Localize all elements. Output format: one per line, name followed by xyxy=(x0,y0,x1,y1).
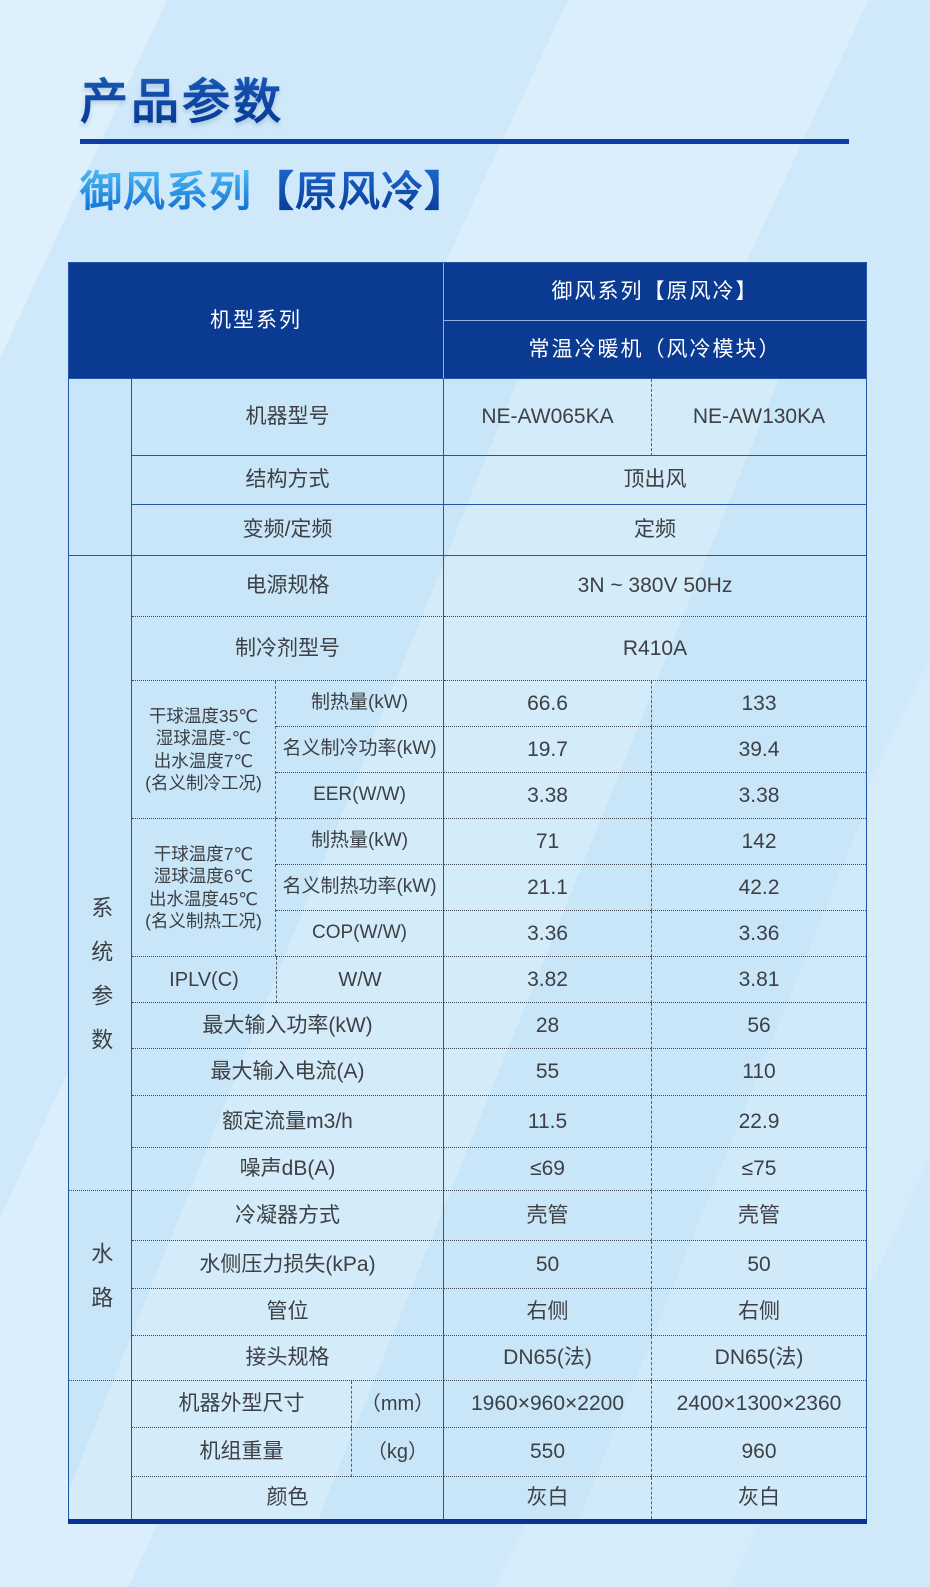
condition-line: (名义制热工况) xyxy=(145,910,262,931)
heating-row-label: 制热量(kW) xyxy=(276,819,444,865)
iplv-value-cell: 3.81 xyxy=(651,957,866,1003)
color-value-cell: 灰白 xyxy=(651,1477,866,1519)
cooling-condition-cell: 干球温度35℃ 湿球温度-℃ 出水温度7℃ (名义制冷工况) xyxy=(132,681,276,819)
spec-value-cell: 28 xyxy=(444,1003,651,1049)
spec-value-cell: 110 xyxy=(651,1049,866,1096)
spec-label-cell: 最大输入功率(kW) xyxy=(132,1003,444,1049)
spec-value-cell: 11.5 xyxy=(444,1096,651,1148)
spec-label-cell: 噪声dB(A) xyxy=(132,1148,444,1191)
power-value-cell: 3N ~ 380V 50Hz xyxy=(444,556,866,617)
cooling-row-label: 名义制冷功率(kW) xyxy=(276,727,444,773)
heating-row-value: 21.1 xyxy=(444,865,651,911)
title-underline xyxy=(80,139,849,144)
water-value-cell: 壳管 xyxy=(444,1191,651,1241)
spec-value-cell: ≤75 xyxy=(651,1148,866,1191)
header-machine-type-cell: 常温冷暖机（风冷模块） xyxy=(444,321,866,379)
spec-value-cell: 56 xyxy=(651,1003,866,1049)
spec-value-cell: 55 xyxy=(444,1049,651,1096)
water-value-cell: 右侧 xyxy=(651,1289,866,1336)
series-variant-text: 【原风冷】 xyxy=(252,168,468,215)
spec-value-cell: ≤69 xyxy=(444,1148,651,1191)
water-value-cell: DN65(法) xyxy=(651,1336,866,1381)
cooling-row-label: EER(W/W) xyxy=(276,773,444,819)
heating-row-label: 名义制热功率(kW) xyxy=(276,865,444,911)
water-value-cell: 右侧 xyxy=(444,1289,651,1336)
frequency-label-cell: 变频/定频 xyxy=(132,505,444,556)
frequency-value-cell: 定频 xyxy=(444,505,866,556)
dimension-value-cell: 2400×1300×2360 xyxy=(651,1381,866,1428)
iplv-unit-cell: W/W xyxy=(276,957,444,1003)
section-label-system: 系统参数 xyxy=(69,556,132,1191)
condition-line: 出水温度45℃ xyxy=(148,888,259,909)
water-value-cell: 50 xyxy=(651,1241,866,1289)
cooling-row-value: 66.6 xyxy=(444,681,651,727)
series-name-text: 御风系列 xyxy=(80,168,253,215)
heating-row-value: 71 xyxy=(444,819,651,865)
water-label-cell: 管位 xyxy=(132,1289,444,1336)
dimension-label-cell: 机器外型尺寸 xyxy=(132,1381,351,1428)
power-label-cell: 电源规格 xyxy=(132,556,444,617)
heating-row-value: 42.2 xyxy=(651,865,866,911)
heating-row-value: 3.36 xyxy=(444,911,651,957)
header-model-series-cell: 机型系列 xyxy=(69,263,444,379)
section-spacer-top xyxy=(69,379,132,556)
cooling-row-label: 制热量(kW) xyxy=(276,681,444,727)
condition-line: (名义制冷工况) xyxy=(145,772,262,793)
cooling-row-value: 39.4 xyxy=(651,727,866,773)
structure-label-cell: 结构方式 xyxy=(132,456,444,505)
spec-label-cell: 最大输入电流(A) xyxy=(132,1049,444,1096)
header-series-name-cell: 御风系列【原风冷】 xyxy=(444,263,866,321)
water-label-cell: 水侧压力损失(kPa) xyxy=(132,1241,444,1289)
spec-label-cell: 额定流量m3/h xyxy=(132,1096,444,1148)
table-bottom-bar xyxy=(68,1519,867,1524)
condition-line: 干球温度35℃ xyxy=(148,705,259,726)
heating-condition-cell: 干球温度7℃ 湿球温度6℃ 出水温度45℃ (名义制热工况) xyxy=(132,819,276,957)
heating-row-value: 142 xyxy=(651,819,866,865)
model-value-cell: NE-AW065KA xyxy=(444,379,651,456)
model-label-cell: 机器型号 xyxy=(132,379,444,456)
cooling-row-value: 3.38 xyxy=(444,773,651,819)
cooling-row-value: 19.7 xyxy=(444,727,651,773)
refrigerant-value-cell: R410A xyxy=(444,617,866,681)
spec-value-cell: 22.9 xyxy=(651,1096,866,1148)
product-spec-table: 机型系列 御风系列【原风冷】 常温冷暖机（风冷模块） 机器型号 NE-AW065… xyxy=(68,262,867,1524)
cooling-row-value: 133 xyxy=(651,681,866,727)
section-spacer-bottom xyxy=(69,1381,132,1519)
iplv-value-cell: 3.82 xyxy=(444,957,651,1003)
water-value-cell: DN65(法) xyxy=(444,1336,651,1381)
series-subtitle: 御风系列【原风冷】 xyxy=(80,158,467,219)
section-label-water: 水路 xyxy=(69,1191,132,1381)
color-label-cell: 颜色 xyxy=(132,1477,444,1519)
condition-line: 干球温度7℃ xyxy=(153,843,254,864)
iplv-label-cell: IPLV(C) xyxy=(132,957,276,1003)
water-value-cell: 50 xyxy=(444,1241,651,1289)
heating-row-label: COP(W/W) xyxy=(276,911,444,957)
structure-value-cell: 顶出风 xyxy=(444,456,866,505)
weight-label-cell: 机组重量 xyxy=(132,1428,351,1477)
dimension-unit-cell: （mm） xyxy=(351,1381,444,1428)
water-label-cell: 接头规格 xyxy=(132,1336,444,1381)
weight-value-cell: 550 xyxy=(444,1428,651,1477)
refrigerant-label-cell: 制冷剂型号 xyxy=(132,617,444,681)
page-title: 产品参数 xyxy=(80,62,284,132)
condition-line: 出水温度7℃ xyxy=(153,750,254,771)
model-value-cell: NE-AW130KA xyxy=(651,379,866,456)
cooling-row-value: 3.38 xyxy=(651,773,866,819)
weight-unit-cell: （kg） xyxy=(351,1428,444,1477)
condition-line: 湿球温度6℃ xyxy=(153,866,254,887)
weight-value-cell: 960 xyxy=(651,1428,866,1477)
heating-row-value: 3.36 xyxy=(651,911,866,957)
dimension-value-cell: 1960×960×2200 xyxy=(444,1381,651,1428)
water-value-cell: 壳管 xyxy=(651,1191,866,1241)
color-value-cell: 灰白 xyxy=(526,1486,569,1510)
condition-line: 湿球温度-℃ xyxy=(155,728,252,749)
water-label-cell: 冷凝器方式 xyxy=(132,1191,444,1241)
